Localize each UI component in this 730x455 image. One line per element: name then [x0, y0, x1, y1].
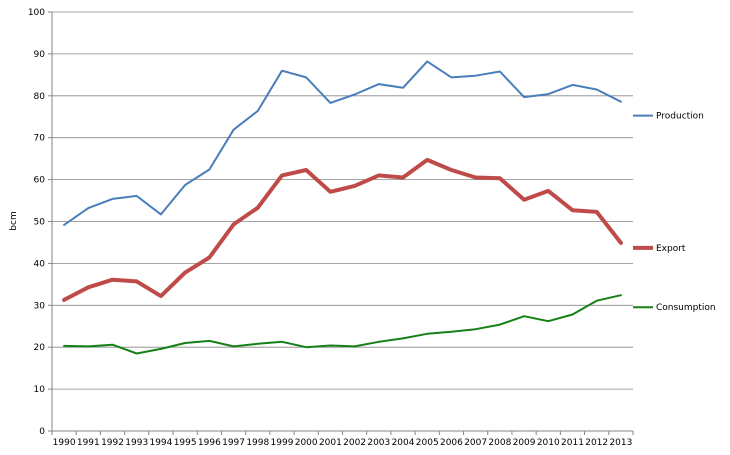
- x-tick-label: 1995: [174, 438, 197, 448]
- y-tick-label: 100: [28, 8, 45, 18]
- x-tick-label: 2002: [343, 438, 366, 448]
- x-tick-label: 1990: [53, 438, 76, 448]
- x-tick-label: 2011: [561, 438, 584, 448]
- x-tick-label: 1992: [101, 438, 124, 448]
- y-tick-label: 10: [34, 385, 46, 395]
- x-tick-label: 2013: [609, 438, 632, 448]
- y-tick-label: 60: [34, 176, 46, 186]
- x-tick-label: 1991: [77, 438, 100, 448]
- x-tick-label: 1999: [271, 438, 294, 448]
- series-line-export: [62, 157, 623, 302]
- legend: Production Export Consumption: [633, 112, 716, 313]
- axes: [48, 11, 634, 435]
- y-tick-label: 30: [34, 301, 46, 311]
- x-tick-label: 2006: [440, 438, 463, 448]
- x-tick-label: 2000: [295, 438, 318, 448]
- series-line-consumption: [63, 294, 622, 355]
- y-tick-label: 90: [34, 50, 46, 60]
- x-tick-label: 2008: [488, 438, 511, 448]
- x-tick-label: 2007: [464, 438, 487, 448]
- y-tick-label: 70: [34, 134, 46, 144]
- x-tick-label: 2009: [513, 438, 536, 448]
- x-tick-label: 2004: [392, 438, 415, 448]
- x-tick-label: 2012: [585, 438, 608, 448]
- x-tick-label: 2001: [319, 438, 342, 448]
- y-tick-label: 40: [34, 259, 46, 269]
- x-tick-label: 2005: [416, 438, 439, 448]
- grid-lines: [52, 11, 633, 390]
- x-tick-labels: 1990 1991 1992 1993 1994 1995 1996 1997 1998 1999…: [53, 438, 633, 448]
- y-tick-label: 0: [39, 427, 45, 437]
- y-tick-label: 20: [34, 343, 46, 353]
- y-tick-label: 50: [34, 218, 46, 228]
- x-tick-label: 1993: [125, 438, 148, 448]
- y-axis-label: bcm: [9, 211, 19, 230]
- legend-label-export: Export: [656, 244, 686, 254]
- legend-label-consumption: Consumption: [656, 303, 716, 313]
- y-tick-label: 80: [34, 92, 46, 102]
- x-tick-label: 2010: [537, 438, 560, 448]
- series-lines: [62, 60, 623, 355]
- legend-label-production: Production: [656, 112, 704, 122]
- x-tick-label: 1997: [222, 438, 245, 448]
- y-tick-labels: 0 10 20 30 40 50 60 70 80 90 100: [28, 8, 45, 437]
- x-tick-label: 1994: [149, 438, 172, 448]
- x-tick-label: 1998: [246, 438, 269, 448]
- x-tick-label: 1996: [198, 438, 221, 448]
- series-line-production: [63, 60, 622, 226]
- x-tick-label: 2003: [367, 438, 390, 448]
